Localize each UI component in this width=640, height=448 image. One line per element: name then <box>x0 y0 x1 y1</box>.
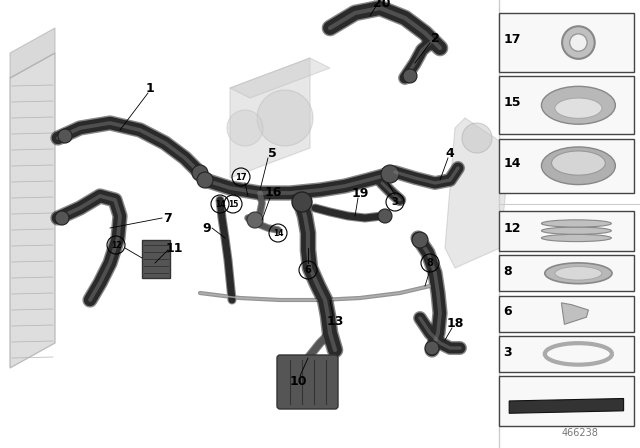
Polygon shape <box>230 58 330 98</box>
Text: 17: 17 <box>503 33 521 46</box>
Bar <box>499 376 634 426</box>
Text: 5: 5 <box>268 146 276 159</box>
Text: 14: 14 <box>273 228 284 237</box>
Text: 12: 12 <box>111 241 121 250</box>
Circle shape <box>257 90 313 146</box>
Circle shape <box>403 69 417 83</box>
Circle shape <box>570 34 587 52</box>
Text: 16: 16 <box>264 185 282 198</box>
Bar <box>499 336 634 372</box>
Circle shape <box>58 129 72 143</box>
Text: 12: 12 <box>503 222 521 235</box>
Ellipse shape <box>541 234 611 241</box>
Text: 15: 15 <box>503 96 521 109</box>
Circle shape <box>247 212 263 228</box>
Circle shape <box>227 110 263 146</box>
Text: 17: 17 <box>235 172 247 181</box>
Ellipse shape <box>552 151 605 175</box>
Ellipse shape <box>541 220 611 227</box>
Bar <box>499 296 634 332</box>
Circle shape <box>378 209 392 223</box>
Polygon shape <box>10 53 55 368</box>
Polygon shape <box>230 58 310 178</box>
Text: 7: 7 <box>164 211 172 224</box>
Ellipse shape <box>555 98 602 118</box>
Text: 6: 6 <box>503 305 512 319</box>
Text: 3: 3 <box>503 345 512 359</box>
Ellipse shape <box>541 86 616 124</box>
Text: 8: 8 <box>427 258 433 268</box>
Text: 20: 20 <box>373 0 391 9</box>
Polygon shape <box>10 28 55 78</box>
Bar <box>499 255 634 291</box>
Text: 14: 14 <box>503 156 521 170</box>
Circle shape <box>292 192 312 212</box>
Circle shape <box>412 232 428 248</box>
Ellipse shape <box>555 267 602 280</box>
Bar <box>499 13 634 72</box>
FancyBboxPatch shape <box>277 355 338 409</box>
Text: 10: 10 <box>289 375 307 388</box>
Ellipse shape <box>541 147 616 185</box>
Text: 18: 18 <box>446 316 464 329</box>
Text: 6: 6 <box>305 265 312 275</box>
Polygon shape <box>561 303 588 324</box>
Text: 11: 11 <box>165 241 183 254</box>
Circle shape <box>197 172 213 188</box>
Text: 15: 15 <box>228 199 238 208</box>
Text: 8: 8 <box>503 265 512 278</box>
Text: 4: 4 <box>445 146 454 159</box>
Ellipse shape <box>541 227 611 234</box>
Polygon shape <box>445 118 510 268</box>
Text: 13: 13 <box>326 314 344 327</box>
Bar <box>499 211 634 251</box>
Text: 14: 14 <box>215 199 225 208</box>
Polygon shape <box>509 399 623 413</box>
Circle shape <box>425 341 439 355</box>
Text: 2: 2 <box>431 31 440 44</box>
Bar <box>499 76 634 134</box>
Circle shape <box>381 165 399 183</box>
Bar <box>499 139 634 193</box>
Text: 466238: 466238 <box>561 428 598 438</box>
Circle shape <box>55 211 69 225</box>
Circle shape <box>192 165 208 181</box>
Text: 1: 1 <box>146 82 154 95</box>
Circle shape <box>562 26 595 59</box>
Bar <box>142 240 170 278</box>
Text: 3: 3 <box>392 197 398 207</box>
Text: 19: 19 <box>351 186 369 199</box>
Ellipse shape <box>545 263 612 284</box>
Circle shape <box>462 123 492 153</box>
Text: 9: 9 <box>203 221 211 234</box>
